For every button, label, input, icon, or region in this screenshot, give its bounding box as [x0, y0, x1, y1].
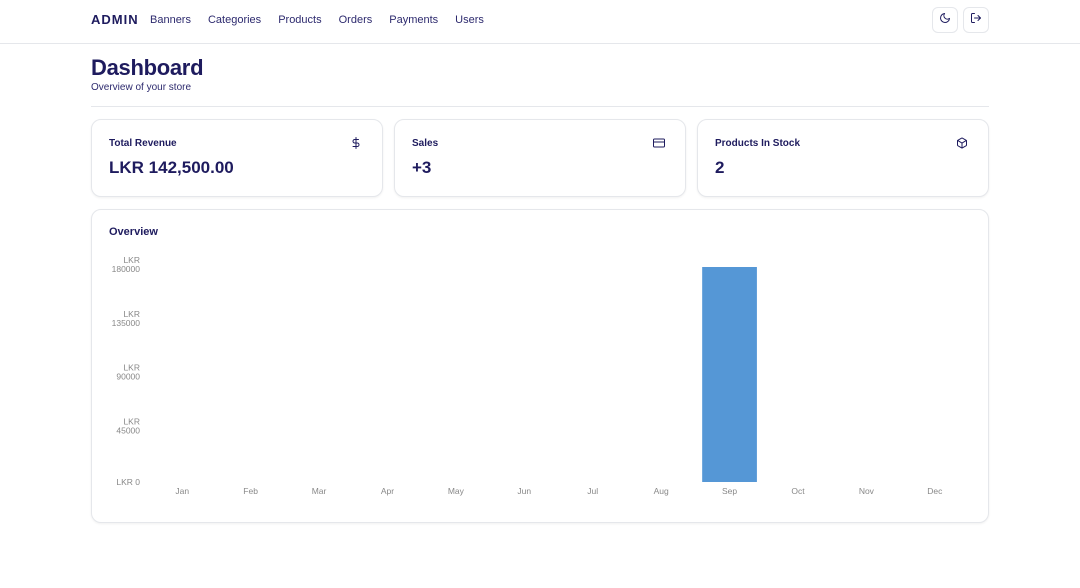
sales-card: Sales +3: [394, 119, 686, 197]
nav-link-payments[interactable]: Payments: [389, 14, 439, 26]
moon-icon: [939, 11, 951, 29]
stat-value: +3: [412, 158, 432, 177]
credit-card-icon: [653, 137, 665, 149]
page-subtitle: Overview of your store: [91, 82, 192, 93]
main-nav: Banners Categories Products Orders Payme…: [150, 13, 501, 27]
products-in-stock-card: Products In Stock 2: [697, 119, 989, 197]
top-navbar: ADMIN Banners Categories Products Orders…: [0, 0, 1080, 44]
dollar-icon: [350, 137, 362, 149]
stat-label: Sales: [412, 138, 439, 149]
stat-value: LKR 142,500.00: [109, 158, 234, 177]
nav-link-products[interactable]: Products: [278, 14, 322, 26]
page-title: Dashboard: [91, 55, 204, 80]
x-tick-label: Mar: [312, 486, 327, 496]
header-divider: [91, 106, 989, 107]
package-icon: [956, 137, 968, 149]
x-tick-label: Dec: [927, 486, 943, 496]
x-tick-label: Nov: [859, 486, 875, 496]
y-tick-label: LKR 135000: [112, 309, 141, 328]
stat-label: Total Revenue: [109, 138, 177, 149]
bar-sep[interactable]: [702, 267, 757, 482]
y-tick-label: LKR 180000: [112, 255, 141, 274]
x-tick-label: Jul: [587, 486, 598, 496]
logout-button[interactable]: [963, 7, 989, 33]
y-tick-label: LKR 45000: [116, 416, 140, 435]
x-tick-label: Jan: [175, 486, 189, 496]
x-tick-label: Jun: [517, 486, 531, 496]
chart-title: Overview: [109, 226, 158, 238]
stat-value: 2: [715, 158, 725, 177]
y-tick-label: LKR 90000: [116, 363, 140, 382]
x-tick-label: Apr: [381, 486, 394, 496]
nav-link-categories[interactable]: Categories: [207, 14, 262, 26]
x-tick-label: Aug: [654, 486, 669, 496]
overview-bar-chart: LKR 0 LKR 45000 LKR 90000 LKR 135000 LKR 180000 J…: [112, 255, 943, 496]
nav-link-orders[interactable]: Orders: [338, 14, 373, 26]
theme-toggle-button[interactable]: [932, 7, 958, 33]
x-tick-label: Sep: [722, 486, 737, 496]
stat-label: Products In Stock: [715, 138, 801, 149]
logout-icon: [970, 11, 982, 29]
y-tick-label: LKR 0: [116, 477, 140, 487]
total-revenue-card: Total Revenue LKR 142,500.00: [91, 119, 383, 197]
overview-chart-card: Overview LKR 0 LKR 45000 LKR 90000 LKR 135000 L…: [91, 209, 989, 523]
brand-logo[interactable]: ADMIN: [91, 12, 139, 27]
x-tick-label: May: [448, 486, 465, 496]
nav-link-users[interactable]: Users: [455, 14, 484, 26]
nav-link-banners[interactable]: Banners: [150, 14, 191, 26]
x-tick-label: Feb: [243, 486, 258, 496]
x-tick-label: Oct: [791, 486, 805, 496]
